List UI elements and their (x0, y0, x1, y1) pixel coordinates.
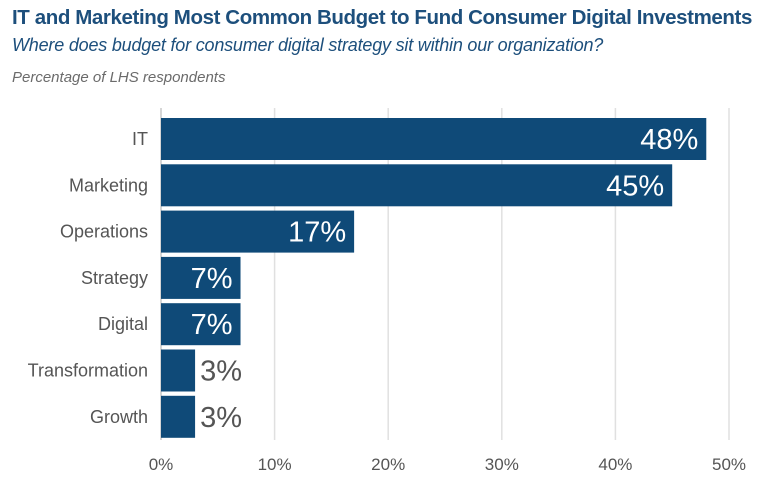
category-label: Transformation (28, 361, 148, 381)
x-tick-label: 10% (258, 455, 292, 474)
x-tick-label: 20% (371, 455, 405, 474)
bar-operations (161, 210, 355, 253)
bar-it (161, 118, 707, 160)
category-label: Operations (60, 222, 148, 242)
chart-title: IT and Marketing Most Common Budget to F… (12, 6, 752, 29)
x-tick-label: 40% (598, 455, 632, 474)
data-label: 7% (191, 309, 233, 341)
bar-growth (161, 395, 196, 438)
data-label: 45% (606, 170, 664, 202)
unit-label: Percentage of LHS respondents (12, 69, 226, 86)
bar-digital (161, 303, 241, 346)
data-label: 7% (191, 263, 233, 295)
data-label: 17% (288, 217, 346, 249)
bar-strategy (161, 256, 241, 299)
bar-marketing (161, 164, 673, 207)
category-label: Marketing (69, 175, 148, 195)
data-label: 3% (200, 356, 242, 388)
category-label: Digital (98, 314, 148, 334)
category-label: Growth (90, 407, 148, 427)
bar-transformation (161, 349, 196, 392)
data-label: 3% (200, 402, 242, 434)
data-label: 48% (640, 124, 698, 156)
x-tick-label: 30% (485, 455, 519, 474)
x-tick-label: 50% (712, 455, 746, 474)
chart-subtitle: Where does budget for consumer digital s… (12, 35, 604, 55)
x-tick-label: 0% (149, 455, 174, 474)
category-label: IT (132, 129, 148, 149)
category-label: Strategy (81, 268, 148, 288)
